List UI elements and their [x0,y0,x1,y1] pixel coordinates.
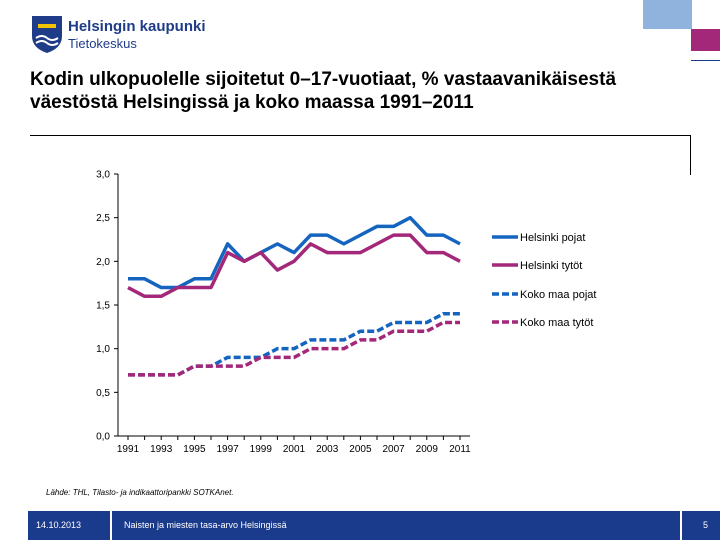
x-tick-label: 2011 [449,444,471,455]
helsinki-logo [30,14,190,54]
legend-label: Koko maa pojat [520,289,596,301]
deco-line-vertical [691,0,692,29]
chart-frame-right [690,135,691,175]
x-tick-label: 1991 [117,444,140,455]
y-tick-label: 2,0 [96,257,110,268]
footer-page-bar [682,511,720,540]
y-tick-label: 0,5 [96,388,110,399]
deco-line-horizontal [691,60,720,61]
source-note: Lähde: THL, Tilasto- ja indikaattoripank… [46,488,234,497]
series-line-helsinki-pojat [128,215,461,290]
series-line-koko-maa-tytöt [128,320,460,377]
footer-date-bar [28,511,110,540]
x-tick-label: 2001 [283,444,306,455]
legend-label: Koko maa tytöt [520,317,593,329]
x-tick-label: 2007 [382,444,405,455]
x-tick-label: 2009 [416,444,439,455]
series-line-helsinki-tytöt [127,233,461,299]
chart-frame-top [30,135,691,136]
x-tick-label: 1997 [216,444,239,455]
y-tick-label: 1,5 [96,301,110,312]
series-line-koko-maa-pojat [128,311,460,377]
legend-label: Helsinki tytöt [520,260,582,272]
legend-label: Helsinki pojat [520,232,585,244]
y-tick-label: 0,0 [96,432,110,443]
footer-title: Naisten ja miesten tasa-arvo Helsingissä [124,520,287,530]
org-name: Helsingin kaupunki [68,18,206,35]
footer-date: 14.10.2013 [36,520,82,530]
org-unit: Tietokeskus [68,36,137,51]
x-tick-label: 1993 [150,444,173,455]
x-tick-label: 1999 [250,444,273,455]
footer-title-bar [112,511,680,540]
y-tick-label: 1,0 [96,344,110,355]
deco-square-light-blue [643,0,691,29]
slide-title: Kodin ulkopuolelle sijoitetut 0–17-vuoti… [30,69,617,113]
page-number: 5 [703,520,709,530]
line-chart: 0,0 0,5 1,0 1,5 2,0 2,5 3,0 1991 1993 1995 1997 199… [96,170,596,456]
x-tick-label: 2005 [349,444,372,455]
deco-square-magenta [691,29,720,51]
coat-of-arms-icon [32,16,62,53]
x-tick-label: 1995 [183,444,206,455]
y-tick-label: 2,5 [96,213,110,224]
y-tick-label: 3,0 [96,170,110,181]
x-tick-label: 2003 [316,444,339,455]
